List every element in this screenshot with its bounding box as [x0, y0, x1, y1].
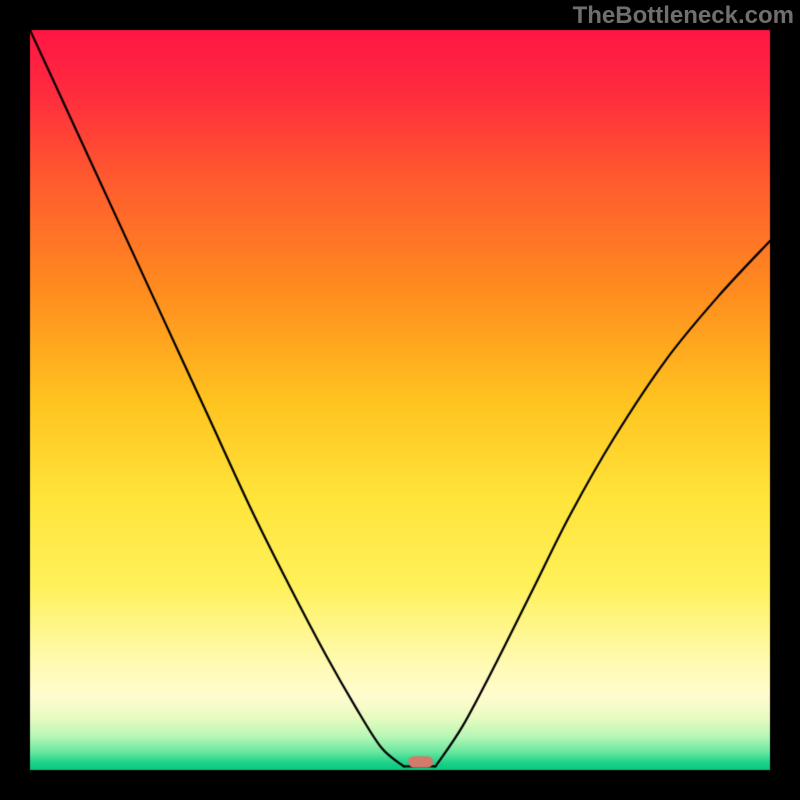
chart-stage: TheBottleneck.com: [0, 0, 800, 800]
bottleneck-chart-canvas: [0, 0, 800, 800]
